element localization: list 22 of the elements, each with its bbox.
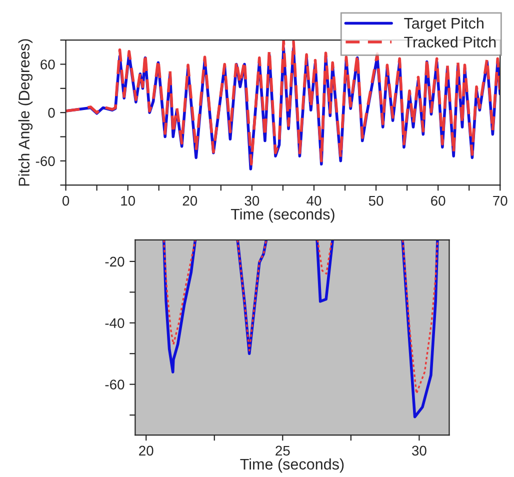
- legend-label: Target Pitch: [404, 17, 484, 32]
- y-tick-label: 0: [48, 108, 55, 118]
- y-tick-label: 60: [40, 60, 55, 70]
- legend-label: Tracked Pitch: [404, 36, 496, 48]
- x-tick-label: 20: [139, 446, 154, 456]
- y-tick-label: -60: [36, 156, 55, 166]
- x-tick-label: 70: [493, 196, 508, 206]
- x-axis-title: Time (seconds): [240, 458, 344, 473]
- x-tick-label: 25: [276, 446, 290, 456]
- y-axis-title: Pitch Angle (Degrees): [18, 39, 33, 186]
- x-tick-label: 20: [182, 196, 198, 206]
- y-tick-label: -20: [105, 256, 124, 267]
- x-tick-label: 40: [306, 196, 322, 206]
- x-axis-title: Time (seconds): [230, 208, 334, 223]
- x-tick-label: 30: [412, 446, 426, 456]
- x-tick-label: 0: [62, 196, 70, 206]
- x-tick-label: 50: [368, 196, 384, 206]
- y-tick-label: -40: [105, 318, 124, 328]
- x-tick-label: 10: [121, 196, 136, 206]
- y-tick-label: -60: [105, 380, 124, 390]
- x-tick-label: 60: [431, 196, 446, 206]
- x-tick-label: 30: [244, 196, 260, 206]
